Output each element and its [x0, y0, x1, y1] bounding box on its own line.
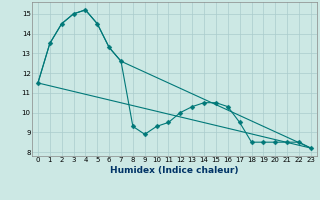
X-axis label: Humidex (Indice chaleur): Humidex (Indice chaleur) — [110, 166, 239, 175]
